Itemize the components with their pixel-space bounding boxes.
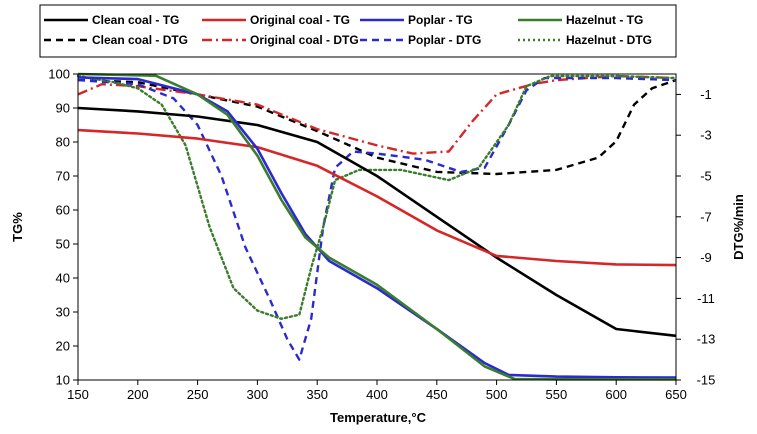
x-tick-label: 250: [187, 387, 209, 402]
series-line-clean-coal-tg: [77, 106, 677, 338]
y2-tick-label: -9: [700, 250, 712, 265]
y2-tick-label: -1: [700, 87, 712, 102]
y2-tick-label: -15: [697, 373, 716, 388]
x-tick-label: 200: [127, 387, 149, 402]
series-line-original-coal-tg: [77, 128, 677, 267]
y-tick-label: 40: [56, 271, 70, 286]
legend-label: Poplar - DTG: [408, 33, 481, 47]
x-tick-label: 300: [247, 387, 269, 402]
legend-label: Original coal - TG: [250, 13, 350, 27]
x-tick-label: 650: [665, 387, 687, 402]
legend-label: Hazelnut - DTG: [566, 33, 652, 47]
x-tick-label: 550: [546, 387, 568, 402]
y-axis-title: TG%: [10, 212, 25, 242]
x-tick-label: 400: [366, 387, 388, 402]
y2-tick-label: -13: [697, 332, 716, 347]
legend-label: Original coal - DTG: [250, 33, 359, 47]
legend: Clean coal - TG Original coal - TG Poplar …: [39, 4, 677, 58]
y2-tick-label: -11: [697, 291, 715, 306]
series-line-hazelnut-tg: [77, 72, 676, 381]
x-tick-label: 500: [486, 387, 508, 402]
y-tick-label: 90: [56, 101, 70, 116]
series-layer: [76, 72, 678, 381]
y-tick-label: 60: [56, 203, 70, 218]
y2-tick-label: -7: [700, 209, 712, 224]
y-tick-label: 30: [56, 305, 70, 320]
y-tick-label: 80: [56, 135, 70, 150]
series-line-original-coal-dtg: [77, 74, 677, 155]
legend-box: [39, 4, 677, 58]
x-axis-title: Temperature,°C: [330, 410, 427, 425]
y-tick-label: 50: [56, 237, 70, 252]
y2-axis-title: DTG%/min: [731, 194, 746, 260]
y-tick-label: 70: [56, 169, 70, 184]
y2-tick-label: -3: [700, 128, 712, 143]
x-tick-label: 150: [67, 387, 89, 402]
y2-tick-label: -5: [700, 169, 712, 184]
legend-label: Clean coal - DTG: [92, 33, 188, 47]
x-tick-label: 350: [306, 387, 328, 402]
legend-label: Clean coal - TG: [92, 13, 179, 27]
series-line-poplar-dtg: [77, 76, 677, 361]
y-tick-label: 100: [48, 67, 70, 82]
ticks-layer: 150 200 250 300 350 400 450 500 550 600 650 10 20 30 4…: [48, 67, 715, 403]
legend-label: Hazelnut - TG: [566, 13, 643, 27]
y-tick-label: 20: [56, 339, 70, 354]
y-tick-label: 10: [56, 373, 70, 388]
legend-label: Poplar - TG: [408, 13, 473, 27]
x-tick-label: 600: [605, 387, 627, 402]
x-tick-label: 450: [426, 387, 448, 402]
